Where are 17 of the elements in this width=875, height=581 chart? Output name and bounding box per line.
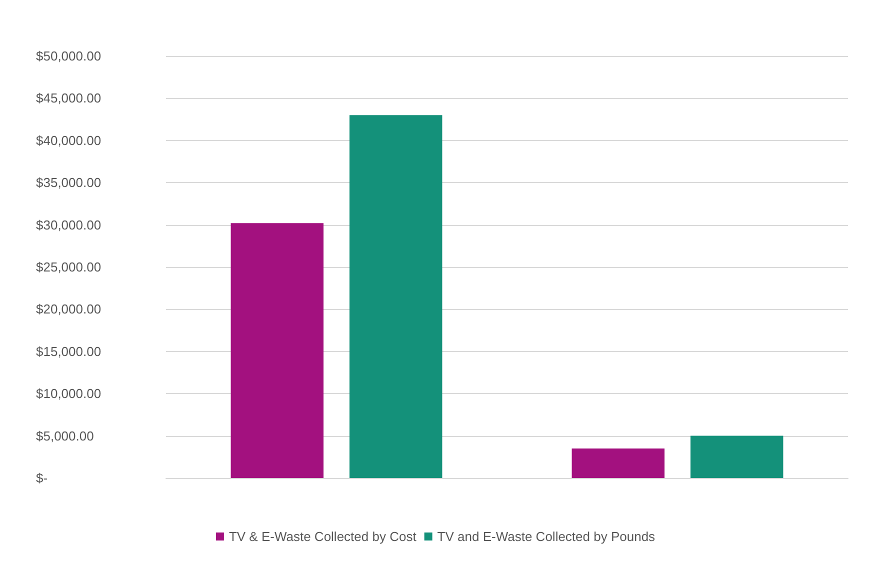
y-tick-label: $40,000.00	[36, 132, 102, 148]
legend-label: TV and E-Waste Collected by Pounds	[437, 529, 656, 544]
bar	[572, 448, 665, 478]
y-tick-label: $5,000.00	[36, 428, 94, 444]
y-tick-label: $30,000.00	[36, 217, 102, 232]
y-tick-label: $10,000.00	[36, 386, 102, 402]
y-tick-label: $20,000.00	[36, 302, 102, 317]
y-tick-label: $50,000.00	[36, 48, 102, 64]
bar	[349, 115, 442, 478]
y-tick-label: $-	[36, 470, 48, 486]
y-tick-label: $35,000.00	[36, 175, 102, 190]
y-tick-label: $45,000.00	[36, 90, 102, 106]
y-tick-label: $25,000.00	[36, 260, 102, 274]
bar	[230, 223, 324, 478]
bar	[690, 436, 784, 478]
legend-label: TV & E-Waste Collected by Cost	[228, 529, 417, 544]
y-tick-label: $15,000.00	[36, 344, 102, 359]
